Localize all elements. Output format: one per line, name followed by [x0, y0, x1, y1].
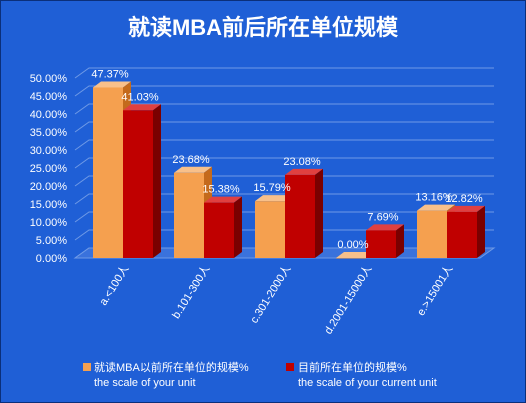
data-label-1-1: 47.37%: [91, 68, 129, 80]
y-tick-label: 0.00%: [36, 253, 67, 265]
legend-label-series-2-en: the scale of your current unit: [298, 377, 437, 389]
grid-line: [74, 121, 494, 133]
data-label-2-3: 23.08%: [283, 156, 321, 168]
data-label-2-4: 7.69%: [367, 211, 398, 223]
y-tick-label: 50.00%: [30, 73, 68, 85]
category-label-5: e.>15001人: [414, 263, 455, 318]
y-tick-label: 15.00%: [30, 199, 68, 211]
grid-line: [74, 103, 494, 115]
legend-label-series-1-en: the scale of your unit: [94, 377, 196, 389]
y-tick-label: 20.00%: [30, 181, 68, 193]
category-label-1: a.<100人: [97, 263, 132, 308]
category-label-4: d.2001-15000人: [322, 263, 375, 337]
data-label-1-3: 15.79%: [253, 182, 291, 194]
data-label-2-1: 41.03%: [121, 91, 159, 103]
y-tick-label: 30.00%: [30, 145, 68, 157]
data-labels: 47.37% 41.03% 23.68% 15.38% 15.79% 23.08% 0.00…: [91, 68, 483, 251]
category-label-3: c.301-2000人: [248, 263, 294, 326]
legend-label-series-1: 就读MBA以前所在单位的规模%: [94, 360, 249, 374]
grid-line: [74, 175, 494, 187]
bar-2-4: [366, 224, 404, 258]
legend-label-series-2: 目前所在单位的规模%: [298, 360, 407, 374]
bar-2-2: [204, 196, 242, 258]
legend: 就读MBA以前所在单位的规模% the scale of your unit 目…: [83, 360, 437, 389]
grid-line: [74, 193, 494, 205]
grid-line: [74, 85, 494, 97]
y-tick-label: 45.00%: [30, 91, 68, 103]
legend-swatch-series-2: [286, 363, 294, 371]
y-tick-label: 40.00%: [30, 109, 68, 121]
chart-title: 就读MBA前后所在单位规模: [128, 15, 399, 40]
data-label-2-5: 12.82%: [445, 193, 483, 205]
grid-line: [74, 139, 494, 151]
data-label-2-2: 15.38%: [202, 184, 240, 196]
grid-line: [74, 67, 494, 79]
grid-line: [74, 229, 494, 241]
y-tick-label: 10.00%: [30, 217, 68, 229]
x-axis-categories: a.<100人 b.101-300人 c.301-2000人 d.2001-15000…: [97, 263, 456, 337]
data-label-1-2: 23.68%: [172, 154, 210, 166]
bar-2-3: [285, 168, 323, 258]
legend-swatch-series-1: [83, 363, 91, 371]
data-label-1-5: 13.16%: [415, 192, 453, 204]
bar-2-5: [447, 205, 485, 258]
bar-2-1: [123, 104, 161, 259]
y-tick-label: 5.00%: [36, 235, 67, 247]
y-tick-label: 25.00%: [30, 163, 68, 175]
bars: [93, 81, 485, 259]
y-tick-label: 35.00%: [30, 127, 68, 139]
grid-line: [74, 211, 494, 223]
y-axis-ticks: 0.00% 5.00% 10.00% 15.00% 20.00% 25.00% 30.00%…: [30, 73, 68, 265]
data-label-1-4: 0.00%: [337, 239, 368, 251]
bar-1-4: [336, 252, 374, 259]
category-label-2: b.101-300人: [169, 263, 212, 321]
grid-line: [74, 157, 494, 169]
